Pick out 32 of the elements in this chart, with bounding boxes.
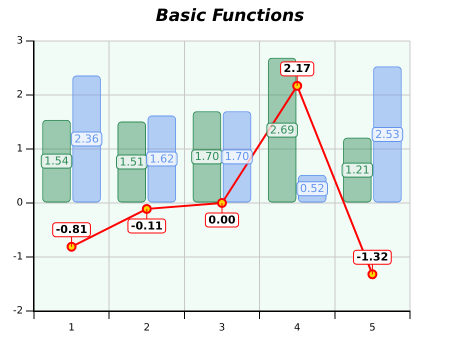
point bbox=[142, 204, 152, 214]
y-tick-label: 0 bbox=[16, 198, 23, 209]
x-tick-label: 2 bbox=[144, 322, 150, 334]
data-label: -0.11 bbox=[130, 219, 163, 232]
y-tick-label: 2 bbox=[16, 90, 23, 101]
data-label: 1.51 bbox=[119, 155, 144, 168]
point bbox=[66, 242, 77, 252]
data-label: 2.17 bbox=[284, 62, 311, 76]
data-label: -1.32 bbox=[356, 250, 388, 264]
point bbox=[367, 269, 378, 280]
data-label: 0.52 bbox=[300, 182, 324, 196]
x-tick-label: 1 bbox=[68, 322, 75, 334]
y-tick-label: 1 bbox=[16, 144, 23, 155]
data-label: 2.36 bbox=[74, 132, 99, 146]
data-label: 1.54 bbox=[44, 154, 69, 168]
y-tick-label: 3 bbox=[16, 36, 23, 47]
y-tick-label: -1 bbox=[12, 252, 23, 263]
data-label: 2.69 bbox=[270, 123, 294, 136]
data-label: 1.62 bbox=[150, 152, 174, 166]
data-label: 0.00 bbox=[208, 213, 236, 226]
data-label: -0.81 bbox=[56, 223, 88, 236]
x-tick-label: 4 bbox=[294, 322, 300, 334]
data-label: 1.70 bbox=[224, 150, 250, 164]
chart-title: Basic Functions bbox=[154, 6, 306, 26]
y-tick-label: -2 bbox=[12, 306, 23, 317]
data-label: 1.21 bbox=[345, 163, 370, 176]
data-label: 2.53 bbox=[375, 128, 400, 141]
x-tick-label: 3 bbox=[218, 322, 226, 334]
point bbox=[292, 80, 302, 91]
data-label: 1.70 bbox=[194, 150, 220, 164]
x-tick-label: 5 bbox=[369, 322, 376, 334]
point bbox=[216, 198, 227, 208]
